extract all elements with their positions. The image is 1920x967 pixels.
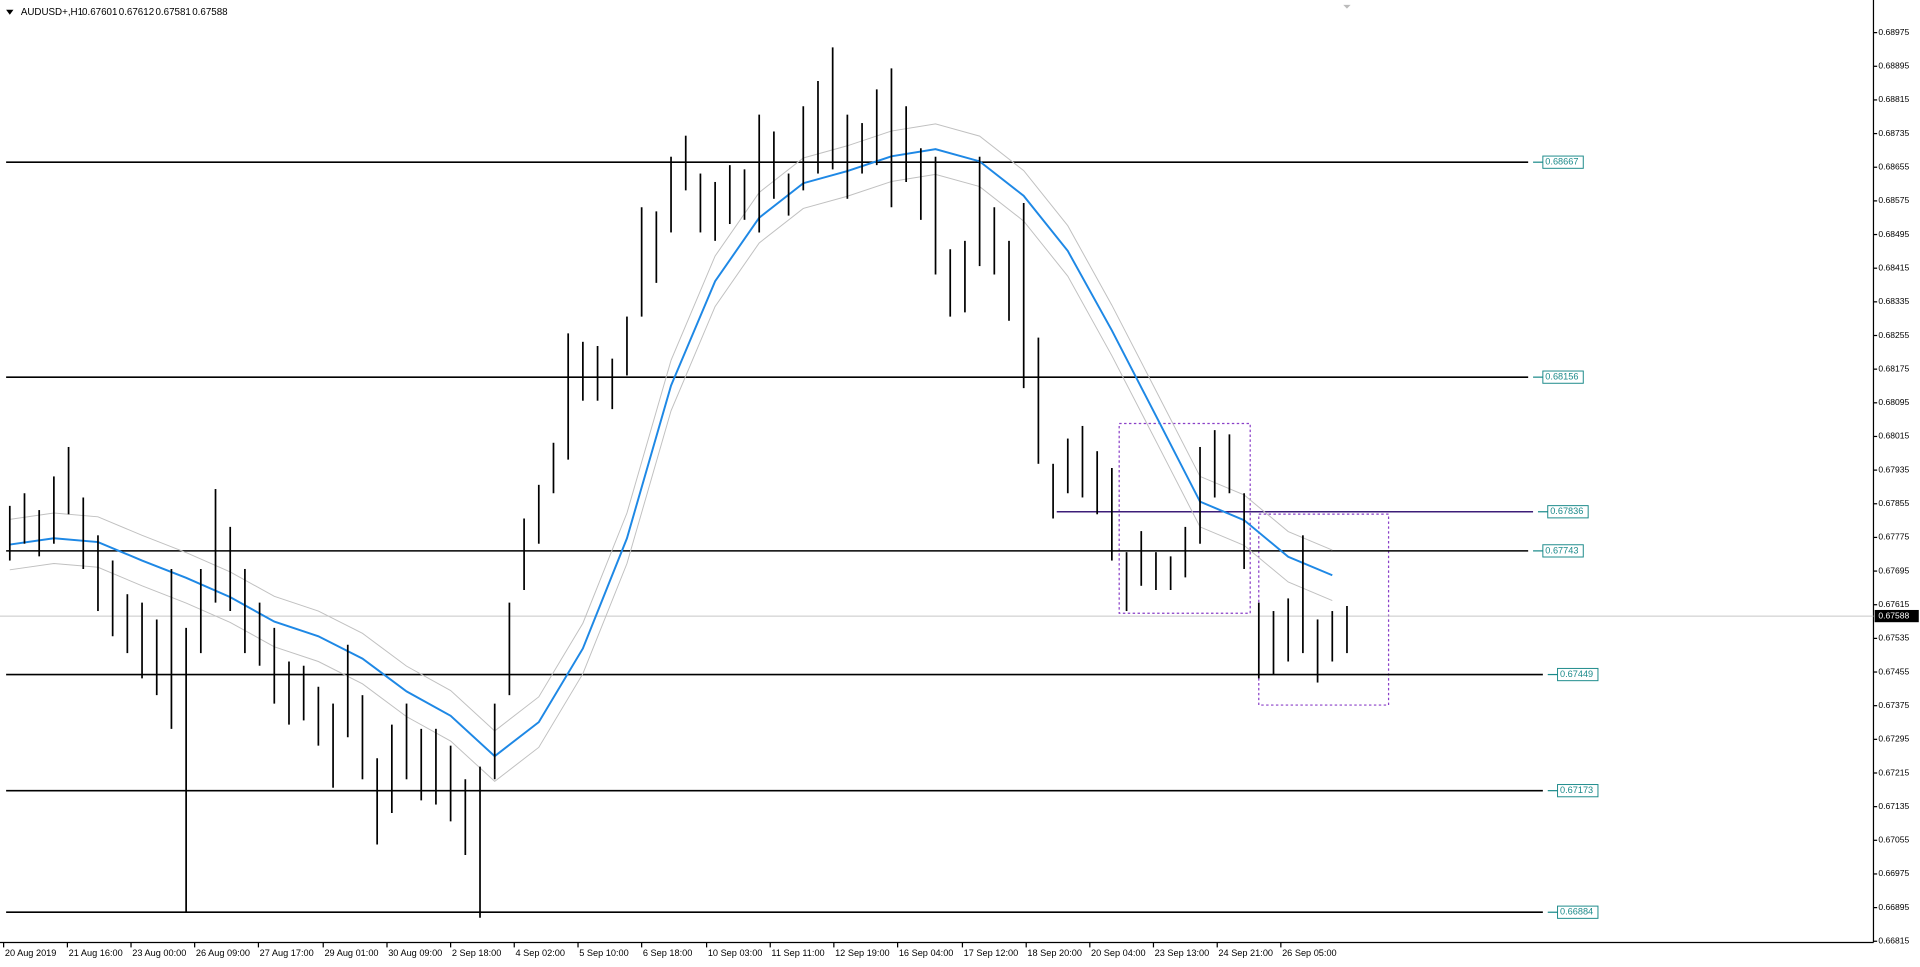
y-tick-label: 0.68095 [1878,397,1909,407]
x-tick-label: 2 Sep 18:00 [452,948,501,958]
level-label: 0.67743 [1545,545,1578,555]
level-label: 0.68156 [1545,372,1578,382]
menu-arrow[interactable] [6,9,14,15]
level-label: 0.67836 [1550,506,1583,516]
y-tick-label: 0.67135 [1878,801,1909,811]
x-tick-label: 12 Sep 19:00 [835,948,890,958]
level-label-box [1542,370,1584,384]
y-tick-label: 0.66975 [1878,868,1909,878]
ohlc-value: 0.67601 [82,7,117,18]
x-tick-label: 27 Aug 17:00 [260,948,314,958]
ohlc-value: 0.67588 [192,7,228,18]
x-tick-label: 21 Aug 16:00 [69,948,123,958]
ohlc-value: 0.67612 [119,7,154,18]
x-tick-label: 23 Sep 13:00 [1155,948,1210,958]
y-tick-label: 0.67295 [1878,734,1909,744]
y-tick-label: 0.68575 [1878,195,1909,205]
y-tick-label: 0.67775 [1878,532,1909,542]
y-tick-label: 0.67935 [1878,464,1909,474]
x-tick-label: 6 Sep 18:00 [643,948,692,958]
x-tick-label: 4 Sep 02:00 [515,948,564,958]
y-tick-label: 0.68735 [1878,128,1909,138]
x-tick-label: 17 Sep 12:00 [964,948,1019,958]
x-tick-label: 18 Sep 20:00 [1027,948,1082,958]
x-tick-label: 26 Sep 05:00 [1282,948,1337,958]
x-tick-label: 10 Sep 03:00 [708,948,763,958]
level-label-box [1557,667,1599,682]
y-tick-label: 0.68015 [1878,431,1909,441]
y-tick-label: 0.68895 [1878,61,1909,71]
y-tick-label: 0.67535 [1878,633,1909,643]
y-tick-label: 0.67855 [1878,498,1909,508]
x-tick-label: 20 Aug 2019 [5,948,57,958]
ohlc-value: 0.67581 [156,7,191,18]
level-label-box [1542,544,1584,558]
x-tick-label: 23 Aug 00:00 [132,948,186,958]
y-tick-label: 0.67455 [1878,666,1909,676]
x-tick-label: 26 Aug 09:00 [196,948,250,958]
zone-rectangle [1118,422,1251,614]
envelope-line [9,173,1333,783]
y-tick-label: 0.68335 [1878,296,1909,306]
y-tick-label: 0.66815 [1878,936,1909,946]
x-tick-label: 24 Sep 21:00 [1218,948,1273,958]
level-label-box [1542,155,1584,169]
level-label: 0.68667 [1545,157,1578,167]
y-tick-label: 0.68415 [1878,262,1909,272]
y-tick-label: 0.67615 [1878,599,1909,609]
level-label-box [1547,505,1589,519]
y-tick-label: 0.67215 [1878,767,1909,777]
y-tick-label: 0.68255 [1878,330,1909,340]
x-tick-label: 30 Aug 09:00 [388,948,442,958]
y-tick-label: 0.68175 [1878,363,1909,373]
y-tick-label: 0.66895 [1878,902,1909,912]
y-tick-label: 0.67375 [1878,700,1909,710]
level-label: 0.67173 [1560,785,1593,795]
y-tick-label: 0.68815 [1878,94,1909,104]
y-tick-label: 0.68495 [1878,229,1909,239]
x-tick-label: 5 Sep 10:00 [579,948,628,958]
level-label: 0.67449 [1560,669,1593,679]
level-label-box [1557,784,1599,798]
y-tick-label: 0.67695 [1878,565,1909,575]
scroll-marker [1343,4,1351,9]
x-tick-label: 29 Aug 01:00 [324,948,378,958]
y-tick-label: 0.68655 [1878,162,1909,172]
x-tick-label: 16 Sep 04:00 [899,948,954,958]
y-tick-label: 0.68975 [1878,27,1909,37]
y-tick-label: 0.67055 [1878,835,1909,845]
level-label: 0.66884 [1560,907,1593,917]
x-tick-label: 11 Sep 11:00 [771,948,824,958]
current-price-label: 0.67588 [1878,610,1909,620]
level-label-box [1557,905,1599,919]
chart-title: AUDUSD+,H1 [21,7,83,18]
current-price-box [1874,609,1919,623]
x-tick-label: 20 Sep 04:00 [1091,948,1146,958]
